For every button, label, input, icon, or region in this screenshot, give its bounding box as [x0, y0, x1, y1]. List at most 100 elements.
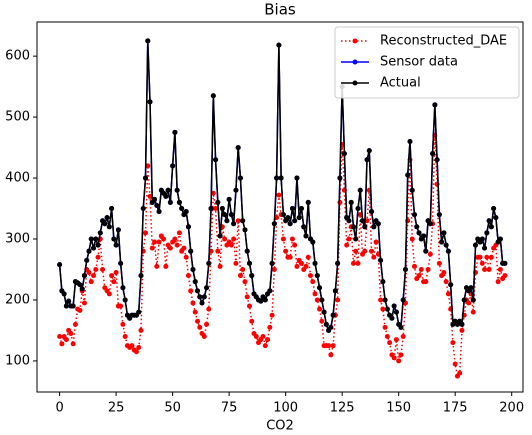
series-marker: [88, 279, 94, 285]
series-marker: [375, 221, 381, 227]
series-marker: [93, 236, 99, 242]
series-marker: [271, 266, 277, 272]
series-marker: [319, 297, 325, 303]
series-marker: [443, 242, 449, 248]
series-marker: [109, 206, 115, 212]
series-marker: [380, 306, 386, 312]
series-marker: [249, 318, 255, 324]
series-marker: [497, 266, 503, 272]
series-marker: [425, 266, 431, 272]
series-marker: [246, 260, 252, 266]
series-marker: [59, 341, 65, 347]
series-marker: [267, 288, 273, 294]
series-marker: [66, 298, 72, 304]
series-marker: [416, 273, 422, 279]
series-marker: [353, 236, 359, 242]
series-marker: [199, 300, 205, 306]
series-marker: [353, 248, 359, 254]
series-marker: [84, 257, 90, 263]
series-marker: [276, 42, 282, 48]
series-marker: [102, 221, 108, 227]
series-marker: [393, 337, 399, 343]
series-marker: [289, 236, 295, 242]
series-marker: [457, 370, 463, 376]
series-marker: [91, 273, 97, 279]
series-marker: [382, 324, 388, 330]
series-marker: [237, 175, 243, 181]
series-marker: [328, 352, 334, 358]
series-marker: [337, 175, 343, 181]
series-marker: [70, 341, 76, 347]
series-marker: [310, 279, 316, 285]
series-marker: [278, 175, 284, 181]
legend-marker: [352, 80, 358, 86]
series-marker: [409, 187, 415, 193]
series-marker: [280, 236, 286, 242]
series-marker: [143, 230, 149, 236]
series-marker: [111, 236, 117, 242]
series-marker: [414, 224, 420, 230]
series-marker: [421, 233, 427, 239]
series-marker: [204, 285, 210, 291]
series-marker: [149, 245, 155, 251]
series-marker: [152, 239, 158, 245]
series-marker: [427, 251, 433, 257]
series-marker: [409, 236, 415, 242]
series-marker: [192, 279, 198, 285]
series-marker: [213, 157, 219, 163]
series-marker: [100, 266, 106, 272]
series-marker: [305, 254, 311, 260]
series-marker: [495, 279, 501, 285]
series-marker: [477, 254, 483, 260]
series-marker: [267, 324, 273, 330]
series-marker: [208, 206, 214, 212]
series-marker: [237, 273, 243, 279]
series-marker: [95, 254, 101, 260]
series-marker: [120, 285, 126, 291]
series-marker: [77, 307, 83, 313]
series-marker: [174, 242, 180, 248]
legend-marker: [352, 59, 358, 65]
series-marker: [265, 337, 271, 343]
series-marker: [188, 248, 194, 254]
x-tick-label: 0: [55, 401, 63, 416]
series-marker: [350, 224, 356, 230]
legend-label: Reconstructed_DAE: [380, 34, 507, 49]
series-marker: [156, 239, 162, 245]
x-tick-label: 200: [499, 401, 524, 416]
y-tick-label: 300: [5, 232, 30, 247]
series-marker: [396, 358, 402, 364]
series-marker: [369, 248, 375, 254]
series-marker: [398, 352, 404, 358]
series-marker: [470, 297, 476, 303]
series-marker: [346, 218, 352, 224]
series-marker: [106, 224, 112, 230]
series-marker: [486, 266, 492, 272]
series-marker: [416, 230, 422, 236]
series-marker: [91, 245, 97, 251]
series-marker: [97, 230, 103, 236]
series-marker: [459, 327, 465, 333]
series-marker: [57, 262, 63, 268]
series-marker: [104, 215, 110, 221]
series-marker: [443, 279, 449, 285]
series-marker: [197, 294, 203, 300]
series-marker: [497, 236, 503, 242]
series-marker: [411, 212, 417, 218]
series-marker: [326, 343, 332, 349]
x-tick-label: 100: [273, 401, 298, 416]
x-axis-label: CO2: [266, 419, 294, 434]
series-marker: [57, 334, 63, 340]
series-marker: [466, 300, 472, 306]
series-marker: [260, 334, 266, 340]
series-marker: [210, 93, 216, 99]
series-marker: [222, 212, 228, 218]
series-marker: [298, 206, 304, 212]
y-tick-label: 400: [5, 171, 30, 186]
series-marker: [138, 273, 144, 279]
series-marker: [271, 221, 277, 227]
series-marker: [418, 266, 424, 272]
series-marker: [389, 315, 395, 321]
series-marker: [176, 199, 182, 205]
